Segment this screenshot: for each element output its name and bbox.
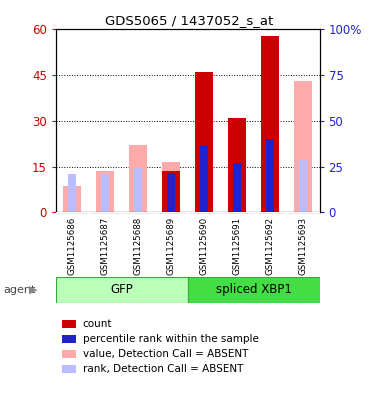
Bar [200, 145, 208, 212]
Bar [188, 277, 320, 303]
Text: spliced XBP1: spliced XBP1 [216, 283, 291, 296]
Bar [101, 174, 109, 212]
Bar [167, 173, 175, 212]
Text: GFP: GFP [110, 283, 133, 296]
Bar [294, 81, 312, 212]
Bar [195, 72, 213, 212]
Text: GSM1125686: GSM1125686 [68, 217, 77, 275]
Bar [233, 163, 241, 212]
Bar [162, 171, 180, 212]
Bar [228, 118, 246, 212]
Bar [299, 160, 307, 212]
Text: GSM1125690: GSM1125690 [200, 217, 209, 275]
Text: percentile rank within the sample: percentile rank within the sample [83, 334, 259, 344]
Text: GSM1125688: GSM1125688 [134, 217, 143, 275]
Bar [162, 162, 180, 212]
Bar [63, 186, 81, 212]
Text: GSM1125687: GSM1125687 [101, 217, 110, 275]
Bar [266, 139, 274, 212]
Bar [233, 163, 241, 212]
Text: GDS5065 / 1437052_s_at: GDS5065 / 1437052_s_at [104, 14, 273, 27]
Text: GSM1125692: GSM1125692 [266, 217, 275, 275]
Text: ▶: ▶ [29, 285, 37, 295]
Text: rank, Detection Call = ABSENT: rank, Detection Call = ABSENT [83, 364, 243, 374]
Bar [134, 168, 142, 212]
Text: agent: agent [4, 285, 36, 295]
Text: GSM1125693: GSM1125693 [298, 217, 308, 275]
Text: count: count [83, 319, 112, 329]
Bar [261, 35, 279, 212]
Text: GSM1125691: GSM1125691 [233, 217, 242, 275]
Bar [68, 174, 76, 212]
Bar [96, 171, 114, 212]
Text: value, Detection Call = ABSENT: value, Detection Call = ABSENT [83, 349, 248, 359]
Text: GSM1125689: GSM1125689 [167, 217, 176, 275]
Bar [266, 136, 274, 212]
Bar [129, 145, 147, 212]
Bar [56, 277, 188, 303]
